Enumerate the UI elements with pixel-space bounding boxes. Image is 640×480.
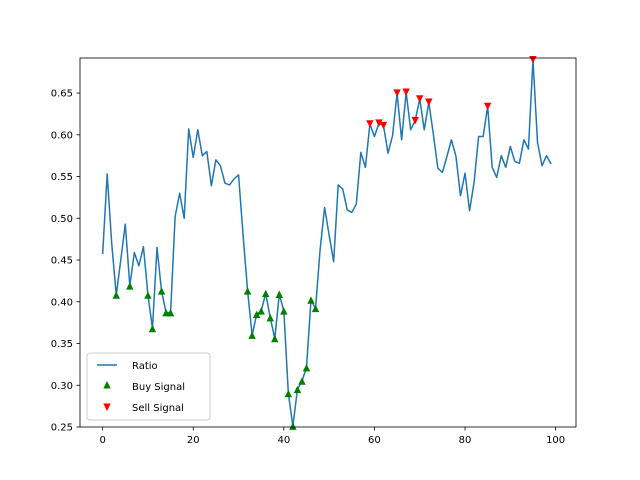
series-layer (101, 58, 552, 427)
y-tick-label: 0.55 (51, 172, 73, 183)
y-tick-label: 0.35 (51, 339, 73, 350)
sell-signal-marker (393, 89, 401, 97)
y-tick-label: 0.25 (51, 423, 73, 434)
legend-ratio-label: Ratio (132, 361, 158, 372)
buy-signal-marker (298, 377, 306, 385)
buy-signal-marker (144, 291, 152, 299)
y-tick-label: 0.30 (51, 381, 73, 392)
x-axis: 0 20 40 60 80 100 (99, 427, 565, 446)
sell-signal-marker (375, 119, 383, 127)
buy-signal-marker (252, 310, 261, 318)
buy-signal-marker (262, 289, 270, 298)
legend-buy-label: Buy Signal (132, 382, 185, 393)
buy-signal-marker (289, 422, 297, 430)
buy-signal-marker (243, 287, 252, 295)
y-tick-label: 0.65 (51, 89, 73, 100)
y-tick-label: 0.60 (51, 130, 73, 141)
y-tick-label: 0.50 (51, 214, 73, 225)
buy-signal-marker (112, 291, 120, 299)
x-tick-label: 100 (546, 435, 565, 446)
sell-signal-marker (411, 116, 419, 125)
legend-buy-marker (103, 381, 111, 389)
marker-layer (112, 55, 537, 430)
legend: Ratio Buy Signal Sell Signal (86, 352, 211, 421)
sell-signal-marker (425, 98, 433, 106)
y-axis: 0.25 0.30 0.35 0.40 0.45 0.50 0.55 0.60 0.65 (51, 89, 80, 434)
buy-signal-marker (275, 290, 284, 298)
buy-signal-marker (293, 385, 302, 394)
ratio-line (101, 58, 552, 427)
y-tick-label: 0.40 (51, 297, 73, 308)
x-tick-label: 80 (459, 435, 472, 446)
sell-signal-marker (379, 121, 388, 130)
sell-signal-marker (483, 102, 492, 111)
buy-signal-marker (157, 287, 166, 295)
y-tick-label: 0.45 (51, 256, 73, 267)
buy-signal-marker (257, 307, 265, 315)
x-tick-label: 60 (368, 435, 381, 446)
buy-signal-marker (248, 331, 256, 339)
buy-signal-marker (148, 324, 157, 333)
buy-signal-marker (311, 304, 320, 313)
plot-frame (79, 57, 577, 428)
buy-signal-marker (166, 308, 175, 317)
buy-signal-marker (280, 307, 288, 315)
buy-signal-marker (302, 364, 311, 372)
buy-signal-marker (271, 334, 279, 343)
sell-signal-marker (402, 88, 410, 96)
sell-signal-marker (366, 120, 374, 128)
x-tick-label: 20 (187, 435, 200, 446)
x-tick-label: 40 (277, 435, 290, 446)
buy-signal-marker (126, 282, 134, 290)
legend-sell-marker (103, 403, 111, 411)
legend-sell-label: Sell Signal (132, 403, 184, 414)
buy-signal-marker (284, 389, 293, 398)
legend-box (86, 352, 211, 421)
buy-signal-marker (307, 296, 315, 304)
x-tick-label: 0 (99, 435, 105, 446)
buy-signal-marker (266, 313, 274, 322)
sell-signal-marker (416, 95, 424, 103)
